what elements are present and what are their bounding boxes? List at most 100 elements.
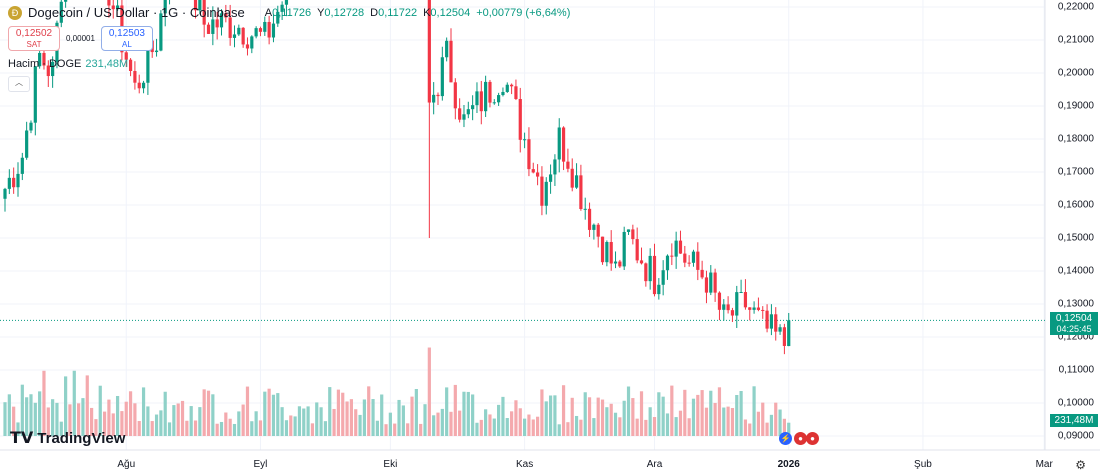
candle-body [211,19,215,34]
volume-bar [141,387,146,436]
volume-bar [574,415,579,436]
volume-bar [644,419,648,436]
volume-bar [523,418,527,436]
candle-body [709,272,713,293]
candle-body [124,52,128,60]
volume-bar [293,416,297,436]
open-label: A [264,6,273,19]
sell-button[interactable]: 0,12502 SAT [8,26,60,51]
volume-bar [289,415,293,436]
candle-body [453,82,457,109]
candle-body [644,263,648,282]
volume-bar [423,404,427,436]
volume-bar [401,405,405,436]
candle-body [752,307,756,310]
candle-body [782,327,786,346]
volume-legend: Hacim · DOGE 231,48M [8,58,128,70]
buy-button[interactable]: 0,12503 AL [100,26,153,51]
volume-bar [492,418,496,436]
volume-bar [527,414,531,436]
volume-bar [211,394,215,436]
volume-bar [752,386,756,436]
volume-bar [354,409,358,436]
volume-bar [306,406,310,436]
volume-bar [276,393,280,436]
candle-body [193,0,198,11]
volume-bar [566,422,570,436]
volume-bar [64,376,68,436]
volume-bar [384,424,388,436]
candle-body [228,17,232,38]
price-tick: 0,22000 [1057,1,1094,13]
lightning-event-icon[interactable]: ⚡ [779,432,792,445]
candle-body [250,36,254,49]
candle-body [475,91,479,106]
volume-bar [345,401,349,436]
collapse-legend-button[interactable]: ︿ [8,76,30,92]
candle-body [639,260,644,264]
volume-bar [150,421,154,436]
volume-tag: 231,48M [1050,414,1098,427]
candle-body [38,52,42,67]
candle-body [254,28,258,37]
time-tick: Kas [515,459,534,470]
volume-bar [739,391,743,436]
us-flag-event-icon[interactable]: ● [794,432,807,445]
candle-body [778,327,782,332]
candle-body [7,177,11,189]
volume-bar [769,414,774,436]
candle-body [618,261,622,267]
candle-body [553,159,557,175]
price-tick: 0,15000 [1057,232,1094,244]
volume-bar [717,387,722,436]
volume-bar [787,422,791,436]
candle-body [449,40,453,83]
volume-bar [154,414,159,436]
volume-bar [81,398,85,436]
candle-body [678,240,683,254]
candle-body [440,57,444,97]
time-tick: Ağu [117,459,136,470]
volume-bar [77,403,81,436]
volume-bar [198,407,202,436]
volume-bar [683,389,687,436]
volume-bar [42,370,46,436]
volume-bar [696,394,700,436]
volume-bar [51,399,55,436]
volume-bar [475,422,479,436]
candle-body [198,0,202,11]
us-flag-event-icon-2[interactable]: ● [806,432,819,445]
tradingview-logo[interactable]: 𝗧𝗩 TradingView [10,428,125,448]
volume-bar [406,423,410,436]
price-tick: 0,12000 [1057,331,1094,343]
candle-body [484,81,488,112]
volume-bar [380,394,384,436]
volume-bar [514,400,518,436]
volume-bar [453,384,457,436]
volume-bar [471,394,475,436]
volume-bar [592,418,596,436]
candle-body [787,320,791,347]
symbol-title[interactable]: Dogecoin / US Dollar · 1G · Coinbase [28,5,245,20]
volume-bar [124,401,128,436]
candle-body [154,50,159,53]
candle-body [471,105,475,110]
volume-bar [609,403,613,436]
volume-value: 231,48M [85,58,129,70]
candle-body [626,229,631,232]
settings-gear-icon[interactable]: ⚙ [1075,458,1086,472]
volume-bar [618,417,622,436]
volume-bar [462,391,466,436]
candle-body [284,0,289,5]
candle-body [137,82,141,89]
volume-bar [427,347,431,436]
candle-body [596,224,600,237]
volume-bar [358,414,362,436]
volume-bar [7,394,11,436]
price-tag: 0,12504 04:25:45 [1050,312,1098,335]
price-tag-value: 0,12504 [1055,313,1093,324]
candle-body [462,114,466,120]
volume-bar [388,412,392,436]
volume-bar [133,403,137,436]
